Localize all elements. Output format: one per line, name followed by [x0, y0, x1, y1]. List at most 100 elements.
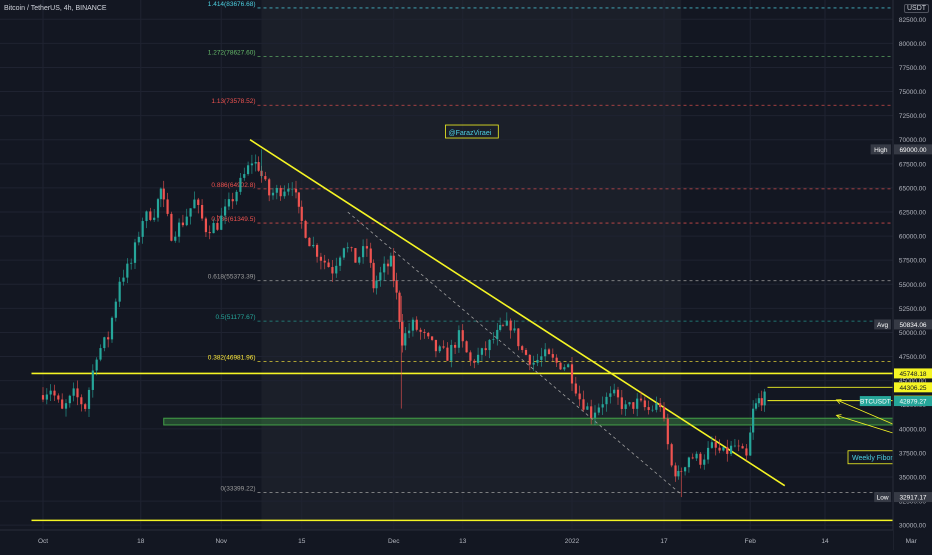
candle-body	[590, 406, 592, 417]
candle-body	[115, 302, 117, 318]
candle-body	[193, 200, 195, 209]
price-label-value: 69000.00	[899, 147, 926, 154]
price-label-value: 44306.25	[899, 385, 926, 392]
candle-body	[142, 221, 144, 237]
currency-selector[interactable]: USDT	[904, 4, 929, 13]
candle-body	[741, 446, 743, 448]
support-zone[interactable]	[164, 418, 932, 425]
price-tick-label: 40000.00	[899, 426, 926, 433]
price-label-name: Low	[877, 495, 889, 502]
candle-body	[431, 336, 433, 340]
candle-body	[582, 399, 584, 409]
candle-body	[745, 448, 747, 455]
candle-body	[730, 446, 732, 454]
candle-body	[232, 199, 234, 201]
time-tick-label: 13	[459, 538, 467, 545]
candle-body	[272, 193, 274, 196]
candle-body	[163, 189, 165, 200]
candle-body	[567, 364, 569, 367]
fib-label: 1.13(73578.52)	[211, 98, 255, 105]
candle-body	[298, 192, 300, 206]
candle-body	[160, 189, 162, 200]
candle-body	[80, 397, 82, 404]
candle-body	[401, 322, 403, 346]
candle-body	[651, 410, 653, 411]
candle-body	[594, 413, 596, 418]
candle-body	[640, 399, 642, 401]
candle-body	[506, 321, 508, 326]
candle-body	[362, 246, 364, 257]
time-tick-label: 2022	[565, 538, 580, 545]
candle-body	[465, 341, 467, 352]
candle-body	[598, 408, 600, 413]
price-tick-label: 60000.00	[899, 234, 926, 241]
candle-body	[521, 346, 523, 350]
candle-body	[320, 257, 322, 261]
fib-label: 0.618(55373.39)	[208, 274, 256, 281]
candle-body	[239, 178, 241, 192]
candle-body	[354, 248, 356, 263]
candle-body	[715, 442, 717, 448]
price-tick-label: 35000.00	[899, 475, 926, 482]
candle-body	[335, 266, 337, 274]
candle-body	[126, 264, 128, 278]
candle-body	[327, 263, 329, 268]
candle-body	[153, 218, 155, 220]
time-tick-label: 17	[660, 538, 668, 545]
candle-body	[517, 328, 519, 346]
fib-label: 0.5(51177.67)	[216, 314, 256, 321]
price-tick-label: 75000.00	[899, 89, 926, 96]
candle-body	[46, 394, 48, 399]
candle-body	[718, 448, 720, 451]
candle-body	[383, 264, 385, 273]
candle-body	[663, 407, 665, 419]
candle-body	[499, 325, 501, 330]
price-axis-bg	[893, 0, 932, 550]
candle-body	[442, 346, 444, 347]
candle-body	[648, 407, 650, 410]
candle-body	[671, 444, 673, 465]
candle-body	[738, 446, 740, 447]
symbol-title[interactable]: Bitcoin / TetherUS, 4h, BINANCE	[4, 5, 107, 12]
candle-body	[695, 454, 697, 459]
candle-body	[446, 348, 448, 361]
candle-body	[264, 176, 266, 179]
price-label-name: Avg	[877, 322, 888, 329]
candle-body	[145, 211, 147, 221]
candle-body	[636, 399, 638, 409]
candle-body	[73, 388, 75, 395]
candle-body	[621, 397, 623, 409]
price-label-name: BTCUSDT	[860, 399, 891, 406]
candle-body	[339, 258, 341, 266]
candle-body	[280, 188, 282, 196]
candle-body	[182, 223, 184, 226]
fib-label: 0.886(64902.8)	[211, 182, 255, 189]
time-tick-label: Nov	[215, 538, 227, 545]
time-tick-label: 14	[821, 538, 829, 545]
candle-body	[138, 237, 140, 242]
candle-body	[684, 467, 686, 471]
price-axis[interactable]: 30000.0032500.0035000.0037500.0040000.00…	[893, 0, 932, 550]
time-axis[interactable]: Oct18Nov15Dec13202217Feb14Mar14Apr18May	[0, 530, 932, 550]
candle-body	[764, 392, 766, 406]
price-tick-label: 65000.00	[899, 185, 926, 192]
price-tick-label: 57500.00	[899, 258, 926, 265]
candle-body	[122, 278, 124, 282]
candle-body	[419, 330, 421, 332]
candle-body	[331, 267, 333, 273]
candle-body	[111, 318, 113, 340]
candle-body	[224, 207, 226, 216]
candle-body	[703, 460, 705, 465]
fib-label: 1.272(78627.60)	[208, 50, 256, 57]
candle-body	[312, 245, 314, 246]
candle-body	[510, 321, 512, 331]
candle-body	[119, 282, 121, 302]
candle-body	[644, 400, 646, 407]
candle-body	[343, 248, 345, 257]
candle-body	[212, 223, 214, 233]
candle-body	[197, 200, 199, 205]
candle-body	[473, 361, 475, 363]
candle-body	[711, 442, 713, 448]
